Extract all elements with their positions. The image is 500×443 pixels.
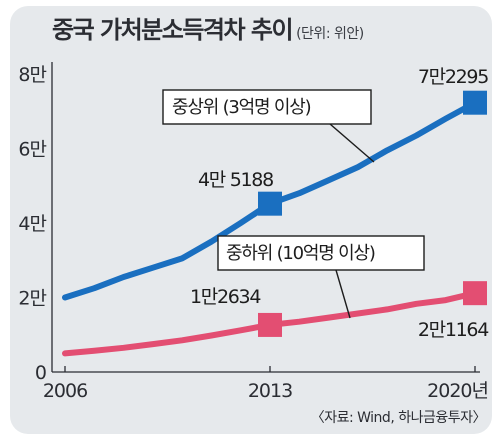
- x-tick-label: 2020년: [427, 380, 488, 402]
- data-label: 1만2634: [190, 286, 261, 308]
- x-tick-label: 2006: [43, 380, 87, 402]
- marker-2013-lower: [258, 312, 282, 337]
- chart-unit: (단위: 위안): [296, 26, 364, 42]
- chart-callouts: 중상위 (3억명 이상) 중하위 (10억명 이상): [162, 89, 425, 319]
- marker-2020-upper: [463, 90, 487, 115]
- marker-2013-upper: [258, 191, 282, 216]
- marker-2020-lower: [463, 281, 487, 306]
- data-label: 2만1164: [418, 319, 489, 341]
- callout-upper-leader: [329, 123, 375, 163]
- chart-title: 중국 가처분소득격차 추이: [52, 16, 294, 44]
- x-tick-label: 2013: [248, 380, 292, 402]
- chart-panel: [10, 6, 492, 434]
- source-note: 〈자료: Wind, 하나금융투자〉: [310, 410, 487, 426]
- chart-series: [62, 90, 487, 357]
- y-tick-label: 0: [35, 362, 46, 384]
- data-label: 4만 5188: [198, 169, 273, 191]
- y-tick-label: 2만: [18, 288, 46, 310]
- y-tick-label: 6만: [18, 139, 46, 161]
- data-label: 7만2295: [418, 66, 488, 88]
- chart-axes: 0 2만 4만 6만 8만 2006 2013 2020년: [18, 62, 489, 402]
- callout-lower-leader: [335, 269, 351, 319]
- y-tick-label: 8만: [18, 64, 46, 86]
- chart-header: 중국 가처분소득격차 추이 (단위: 위안): [52, 10, 492, 45]
- legend-label: 중하위 (10억명 이상): [226, 243, 375, 264]
- y-tick-label: 4만: [18, 213, 46, 235]
- chart-data-labels: 4만 5188 7만2295 1만2634 2만1164: [188, 64, 493, 343]
- legend-label: 중상위 (3억명 이상): [172, 97, 311, 118]
- callout-lower-box: [217, 235, 425, 271]
- callout-upper-box: [162, 89, 372, 125]
